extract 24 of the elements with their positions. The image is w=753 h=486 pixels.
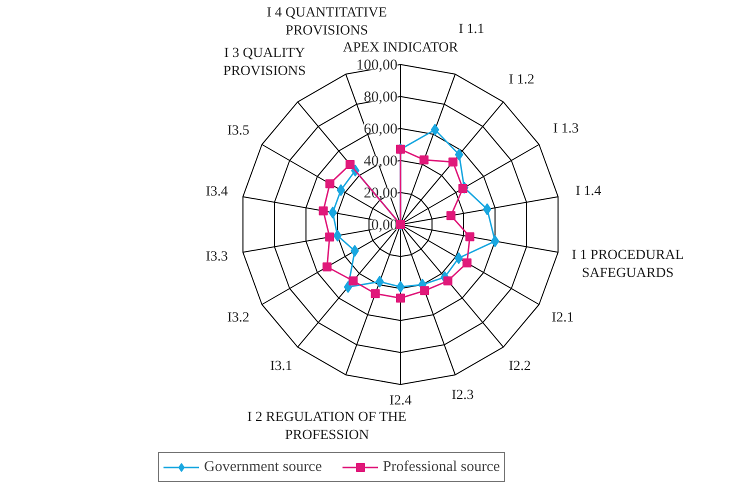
y-tick-label: 40,00 bbox=[364, 154, 398, 170]
spoke-label: I3.1 bbox=[270, 359, 292, 374]
spoke-label: I2.4 bbox=[389, 393, 412, 408]
spoke-label: I2.3 bbox=[452, 388, 474, 403]
spoke-label: I3.5 bbox=[227, 123, 250, 138]
spoke-label: APEX INDICATOR bbox=[342, 40, 459, 56]
spoke-label: I 1.4 bbox=[576, 184, 602, 199]
spoke-label: I2.1 bbox=[552, 310, 574, 326]
spoke-label: I 1 PROCEDURAL SAFEGUARDS bbox=[572, 248, 684, 282]
y-tick-label: 100,00 bbox=[356, 58, 398, 74]
spoke-label: I 3 QUALITY PROVISIONS bbox=[223, 46, 306, 79]
spoke-label: I 1.2 bbox=[508, 72, 534, 88]
y-tick-label: 80,00 bbox=[364, 90, 398, 106]
spoke-label: I 4 QUANTITATIVE PROVISIONS bbox=[266, 5, 387, 38]
spoke-label: I2.2 bbox=[508, 359, 531, 374]
spoke-label: I 1.3 bbox=[553, 122, 579, 137]
y-tick-label: 60,00 bbox=[364, 122, 398, 138]
spoke-label: I 2 REGULATION OF THE PROFESSION bbox=[247, 410, 406, 443]
spoke-label: I3.3 bbox=[206, 249, 228, 264]
spoke-label: I3.2 bbox=[227, 310, 250, 326]
spoke-label: I 1.1 bbox=[458, 22, 484, 38]
spoke-label: I3.4 bbox=[206, 184, 228, 200]
legend-label: Professional source bbox=[382, 458, 500, 476]
legend-label: Government source bbox=[204, 458, 322, 476]
